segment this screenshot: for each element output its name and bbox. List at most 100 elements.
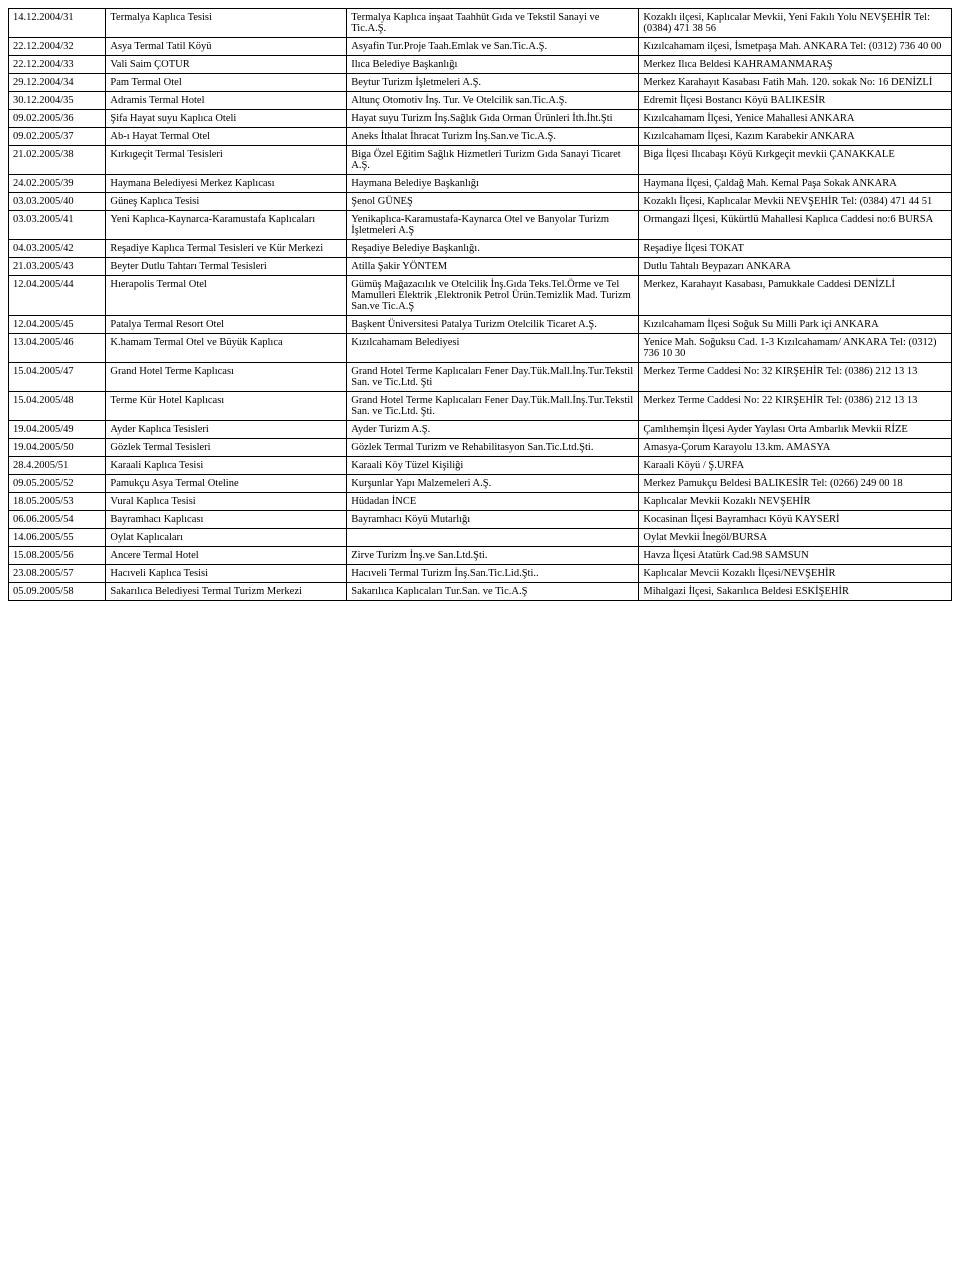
address-cell: Amasya-Çorum Karayolu 13.km. AMASYA (639, 439, 952, 457)
name-cell: Şifa Hayat suyu Kaplıca Oteli (106, 110, 347, 128)
address-cell: Merkez, Karahayıt Kasabası, Pamukkale Ca… (639, 276, 952, 316)
address-cell: Merkez Ilıca Beldesi KAHRAMANMARAŞ (639, 56, 952, 74)
table-row: 19.04.2005/50Gözlek Termal TesisleriGözl… (9, 439, 952, 457)
name-cell: Sakarılıca Belediyesi Termal Turizm Merk… (106, 583, 347, 601)
id-cell: 23.08.2005/57 (9, 565, 106, 583)
operator-cell: Termalya Kaplıca inşaat Taahhüt Gıda ve … (347, 9, 639, 38)
table-row: 03.03.2005/41Yeni Kaplıca-Kaynarca-Karam… (9, 211, 952, 240)
operator-cell: Atilla Şakir YÖNTEM (347, 258, 639, 276)
table-row: 12.04.2005/44Hıerapolis Termal OtelGümüş… (9, 276, 952, 316)
table-row: 04.03.2005/42Reşadiye Kaplıca Termal Tes… (9, 240, 952, 258)
operator-cell: Ilıca Belediye Başkanlığı (347, 56, 639, 74)
name-cell: Gözlek Termal Tesisleri (106, 439, 347, 457)
table-row: 12.04.2005/45Patalya Termal Resort OtelB… (9, 316, 952, 334)
operator-cell: Zirve Turizm İnş.ve San.Ltd.Şti. (347, 547, 639, 565)
address-cell: Dutlu Tahtalı Beypazarı ANKARA (639, 258, 952, 276)
id-cell: 03.03.2005/41 (9, 211, 106, 240)
address-cell: Kızılcahamam İlçesi, Yenice Mahallesi AN… (639, 110, 952, 128)
id-cell: 12.04.2005/45 (9, 316, 106, 334)
table-row: 14.12.2004/31Termalya Kaplıca TesisiTerm… (9, 9, 952, 38)
name-cell: Bayramhacı Kaplıcası (106, 511, 347, 529)
operator-cell: Aneks İthalat İhracat Turizm İnş.San.ve … (347, 128, 639, 146)
address-cell: Haymana İlçesi, Çaldağ Mah. Kemal Paşa S… (639, 175, 952, 193)
address-cell: Biga İlçesi Ilıcabaşı Köyü Kırkgeçit mev… (639, 146, 952, 175)
table-row: 09.02.2005/36Şifa Hayat suyu Kaplıca Ote… (9, 110, 952, 128)
table-row: 23.08.2005/57Hacıveli Kaplıca TesisiHacı… (9, 565, 952, 583)
id-cell: 21.02.2005/38 (9, 146, 106, 175)
operator-cell: Asyafin Tur.Proje Taah.Emlak ve San.Tic.… (347, 38, 639, 56)
name-cell: Karaali Kaplıca Tesisi (106, 457, 347, 475)
id-cell: 18.05.2005/53 (9, 493, 106, 511)
operator-cell: Yenikaplıca-Karamustafa-Kaynarca Otel ve… (347, 211, 639, 240)
id-cell: 29.12.2004/34 (9, 74, 106, 92)
id-cell: 09.02.2005/37 (9, 128, 106, 146)
table-row: 21.02.2005/38Kırkıgeçit Termal Tesisleri… (9, 146, 952, 175)
table-row: 13.04.2005/46K.hamam Termal Otel ve Büyü… (9, 334, 952, 363)
operator-cell: Kurşunlar Yapı Malzemeleri A.Ş. (347, 475, 639, 493)
name-cell: Asya Termal Tatil Köyü (106, 38, 347, 56)
table-row: 22.12.2004/32Asya Termal Tatil KöyüAsyaf… (9, 38, 952, 56)
id-cell: 13.04.2005/46 (9, 334, 106, 363)
name-cell: Beyter Dutlu Tahtarı Termal Tesisleri (106, 258, 347, 276)
table-row: 15.04.2005/47Grand Hotel Terme Kaplıcası… (9, 363, 952, 392)
name-cell: Pam Termal Otel (106, 74, 347, 92)
operator-cell: Reşadiye Belediye Başkanlığı. (347, 240, 639, 258)
table-row: 29.12.2004/34Pam Termal OtelBeytur Turiz… (9, 74, 952, 92)
name-cell: Reşadiye Kaplıca Termal Tesisleri ve Kür… (106, 240, 347, 258)
operator-cell: Grand Hotel Terme Kaplıcaları Fener Day.… (347, 363, 639, 392)
operator-cell: Altunç Otomotiv İnş. Tur. Ve Otelcilik s… (347, 92, 639, 110)
facilities-table: 14.12.2004/31Termalya Kaplıca TesisiTerm… (8, 8, 952, 601)
operator-cell: Hüdadan İNCE (347, 493, 639, 511)
table-row: 05.09.2005/58Sakarılıca Belediyesi Terma… (9, 583, 952, 601)
address-cell: Ormangazi İlçesi, Kükürtlü Mahallesi Kap… (639, 211, 952, 240)
address-cell: Kocasinan İlçesi Bayramhacı Köyü KAYSERİ (639, 511, 952, 529)
name-cell: Pamukçu Asya Termal Oteline (106, 475, 347, 493)
id-cell: 15.04.2005/48 (9, 392, 106, 421)
id-cell: 28.4.2005/51 (9, 457, 106, 475)
table-row: 30.12.2004/35Adramis Termal HotelAltunç … (9, 92, 952, 110)
table-row: 22.12.2004/33Vali Saim ÇOTURIlıca Beledi… (9, 56, 952, 74)
operator-cell: Hayat suyu Turizm İnş.Sağlık Gıda Orman … (347, 110, 639, 128)
id-cell: 21.03.2005/43 (9, 258, 106, 276)
id-cell: 15.08.2005/56 (9, 547, 106, 565)
id-cell: 15.04.2005/47 (9, 363, 106, 392)
table-row: 19.04.2005/49Ayder Kaplıca TesisleriAyde… (9, 421, 952, 439)
id-cell: 14.12.2004/31 (9, 9, 106, 38)
id-cell: 03.03.2005/40 (9, 193, 106, 211)
id-cell: 05.09.2005/58 (9, 583, 106, 601)
id-cell: 22.12.2004/32 (9, 38, 106, 56)
operator-cell: Karaali Köy Tüzel Kişiliği (347, 457, 639, 475)
operator-cell: Gümüş Mağazacılık ve Otelcilik İnş.Gıda … (347, 276, 639, 316)
operator-cell (347, 529, 639, 547)
address-cell: Kaplıcalar Mevkii Kozaklı NEVŞEHİR (639, 493, 952, 511)
name-cell: K.hamam Termal Otel ve Büyük Kaplıca (106, 334, 347, 363)
id-cell: 04.03.2005/42 (9, 240, 106, 258)
address-cell: Kızılcahamam ilçesi, İsmetpaşa Mah. ANKA… (639, 38, 952, 56)
operator-cell: Şenol GÜNEŞ (347, 193, 639, 211)
operator-cell: Biga Özel Eğitim Sağlık Hizmetleri Turiz… (347, 146, 639, 175)
operator-cell: Bayramhacı Köyü Mutarlığı (347, 511, 639, 529)
name-cell: Adramis Termal Hotel (106, 92, 347, 110)
address-cell: Edremit İlçesi Bostancı Köyü BALIKESİR (639, 92, 952, 110)
address-cell: Merkez Terme Caddesi No: 32 KIRŞEHİR Tel… (639, 363, 952, 392)
operator-cell: Sakarılıca Kaplıcaları Tur.San. ve Tic.A… (347, 583, 639, 601)
name-cell: Güneş Kaplıca Tesisi (106, 193, 347, 211)
operator-cell: Kızılcahamam Belediyesi (347, 334, 639, 363)
name-cell: Termalya Kaplıca Tesisi (106, 9, 347, 38)
table-row: 09.02.2005/37Ab-ı Hayat Termal OtelAneks… (9, 128, 952, 146)
address-cell: Havza İlçesi Atatürk Cad.98 SAMSUN (639, 547, 952, 565)
name-cell: Hıerapolis Termal Otel (106, 276, 347, 316)
table-row: 18.05.2005/53Vural Kaplıca TesisiHüdadan… (9, 493, 952, 511)
id-cell: 24.02.2005/39 (9, 175, 106, 193)
name-cell: Oylat Kaplıcaları (106, 529, 347, 547)
operator-cell: Gözlek Termal Turizm ve Rehabilitasyon S… (347, 439, 639, 457)
address-cell: Karaali Köyü / Ş.URFA (639, 457, 952, 475)
address-cell: Oylat Mevkii İnegöl/BURSA (639, 529, 952, 547)
name-cell: Vural Kaplıca Tesisi (106, 493, 347, 511)
name-cell: Patalya Termal Resort Otel (106, 316, 347, 334)
table-row: 06.06.2005/54Bayramhacı KaplıcasıBayramh… (9, 511, 952, 529)
address-cell: Kaplıcalar Mevcii Kozaklı İlçesi/NEVŞEHİ… (639, 565, 952, 583)
operator-cell: Hacıveli Termal Turizm İnş.San.Tic.Lid.Ş… (347, 565, 639, 583)
table-row: 03.03.2005/40Güneş Kaplıca TesisiŞenol G… (9, 193, 952, 211)
address-cell: Kozaklı İlçesi, Kaplıcalar Mevkii NEVŞEH… (639, 193, 952, 211)
